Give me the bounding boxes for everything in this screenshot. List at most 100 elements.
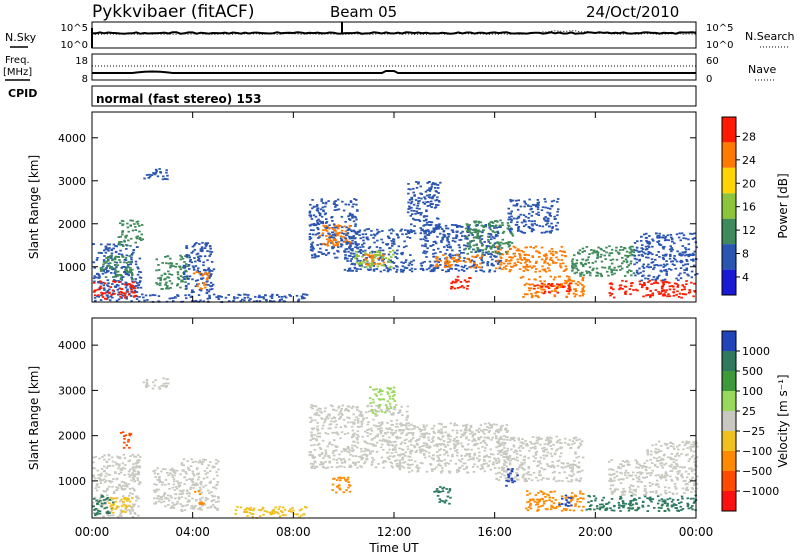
scatter-cell <box>167 483 170 485</box>
scatter-cell <box>449 422 452 425</box>
scatter-cell <box>509 212 512 215</box>
scatter-cell <box>422 452 426 455</box>
scatter-cell <box>136 223 140 225</box>
scatter-cell <box>98 497 102 500</box>
scatter-cell <box>575 456 578 459</box>
scatter-cell <box>117 256 120 258</box>
scatter-cell <box>416 470 419 473</box>
scatter-cell <box>155 269 158 272</box>
scatter-cell <box>324 205 327 208</box>
scatter-cell <box>439 443 442 446</box>
scatter-cell <box>295 294 299 297</box>
scatter-cell <box>467 280 470 283</box>
scatter-cell <box>351 429 355 432</box>
scatter-cell <box>463 279 467 282</box>
scatter-cell <box>134 225 137 228</box>
scatter-cell <box>203 255 207 258</box>
scatter-cell <box>613 266 616 269</box>
scatter-cell <box>96 469 99 472</box>
scatter-cell <box>418 438 421 440</box>
scatter-cell <box>190 251 193 254</box>
scatter-cell <box>537 204 540 206</box>
scatter-cell <box>359 465 362 467</box>
scatter-cell <box>454 278 458 281</box>
scatter-cell <box>429 196 432 199</box>
scatter-cell <box>609 282 613 285</box>
scatter-cell <box>259 296 263 299</box>
scatter-cell <box>535 213 538 215</box>
scatter-cell <box>435 199 439 201</box>
scatter-cell <box>412 425 416 427</box>
scatter-cell <box>489 468 492 471</box>
scatter-cell <box>371 412 375 414</box>
scatter-cell <box>103 499 106 501</box>
scatter-cell <box>205 289 209 291</box>
freq-line <box>92 70 696 74</box>
scatter-cell <box>455 424 459 427</box>
scatter-cell <box>658 232 661 235</box>
scatter-cell <box>108 480 111 482</box>
scatter-cell <box>280 298 283 301</box>
scatter-cell <box>314 419 317 422</box>
scatter-cell <box>672 294 676 297</box>
scatter-cell <box>355 416 358 419</box>
scatter-cell <box>624 293 627 295</box>
scatter-cell <box>662 266 665 268</box>
scatter-cell <box>355 218 358 221</box>
scatter-cell <box>657 251 660 253</box>
scatter-cell <box>333 477 336 480</box>
scatter-cell <box>530 479 534 482</box>
scatter-cell <box>99 299 103 301</box>
scatter-cell <box>645 294 648 297</box>
scatter-cell <box>375 404 378 407</box>
scatter-cell <box>103 502 107 504</box>
scatter-cell <box>117 293 120 296</box>
scatter-cell <box>425 209 428 212</box>
scatter-cell <box>482 226 485 229</box>
scatter-cell <box>110 254 113 257</box>
scatter-cell <box>117 280 120 282</box>
scatter-cell <box>203 268 206 271</box>
scatter-cell <box>571 258 575 261</box>
scatter-cell <box>630 270 633 272</box>
scatter-cell <box>276 511 279 514</box>
scatter-cell <box>252 509 255 512</box>
scatter-cell <box>427 451 431 454</box>
scatter-cell <box>485 245 489 247</box>
scatter-cell <box>155 258 158 261</box>
scatter-cell <box>544 220 547 222</box>
scatter-cell <box>183 278 186 280</box>
scatter-cell <box>535 290 539 293</box>
scatter-cell <box>635 271 639 274</box>
scatter-cell <box>483 432 486 435</box>
scatter-cell <box>316 432 320 435</box>
scatter-cell <box>110 480 114 483</box>
scatter-cell <box>290 510 293 513</box>
scatter-cell <box>123 485 127 488</box>
scatter-cell <box>312 247 315 250</box>
scatter-cell <box>649 290 652 292</box>
scatter-cell <box>111 283 114 285</box>
scatter-cell <box>648 242 652 244</box>
scatter-cell <box>682 293 686 296</box>
scatter-cell <box>505 469 508 472</box>
scatter-cell <box>373 437 376 439</box>
scatter-cell <box>398 462 401 465</box>
scatter-cell <box>556 291 560 294</box>
scatter-cell <box>372 444 375 447</box>
scatter-cell <box>217 298 220 300</box>
colorbar-cell <box>722 244 736 270</box>
scatter-cell <box>115 245 118 248</box>
scatter-cell <box>609 259 612 262</box>
scatter-cell <box>123 265 126 268</box>
scatter-cell <box>340 215 344 218</box>
scatter-cell <box>346 257 349 260</box>
scatter-cell <box>385 440 388 443</box>
scatter-cell <box>425 250 429 253</box>
scatter-cell <box>492 264 495 267</box>
cpid-value: normal (fast stereo) 153 <box>96 92 262 106</box>
scatter-cell <box>549 275 552 278</box>
scatter-cell <box>248 508 251 510</box>
scatter-cell <box>468 277 471 279</box>
scatter-cell <box>437 456 440 459</box>
